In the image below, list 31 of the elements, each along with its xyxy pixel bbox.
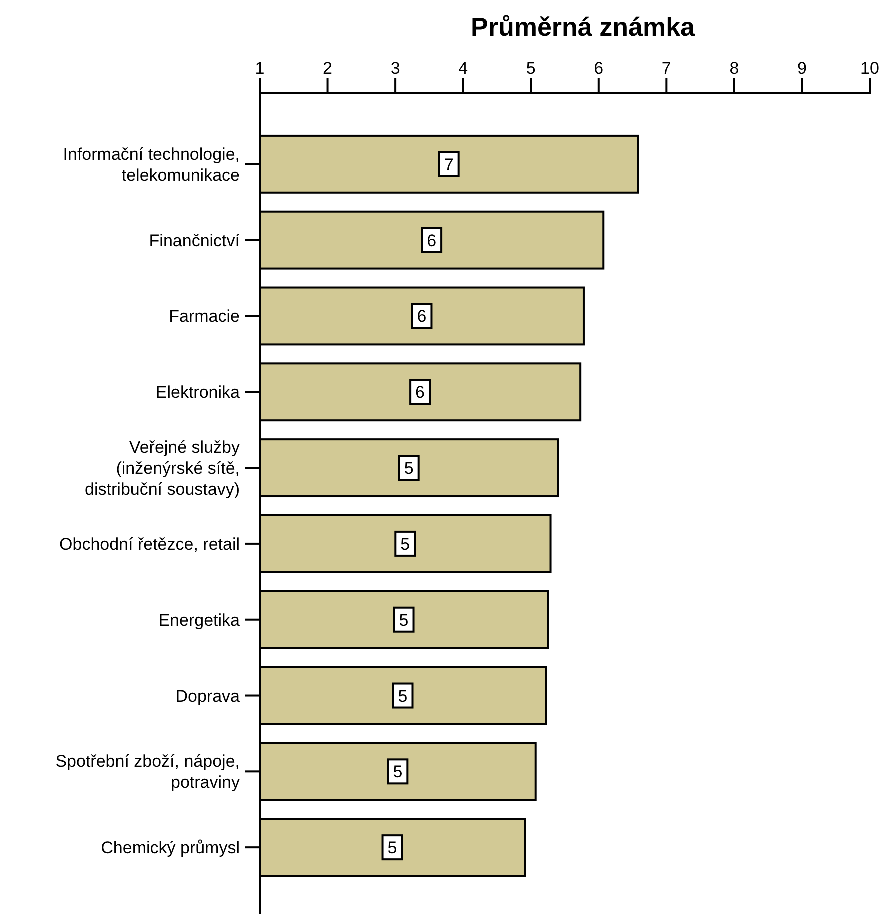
x-tick-label: 1 [255, 59, 265, 78]
x-tick-label: 3 [390, 59, 400, 78]
x-tick-label: 4 [458, 59, 468, 78]
y-tick-label: Veřejné služby (inženýrské sítě, distribuční soustavy) [85, 438, 240, 500]
y-tick-label: Elektronika [156, 383, 241, 402]
data-label: 7 [444, 155, 454, 174]
y-tick-label: Doprava [176, 686, 241, 706]
y-tick-label: Chemický průmysl [101, 838, 240, 858]
y-tick-label: Energetika [158, 610, 241, 630]
x-tick-label: 8 [730, 59, 740, 78]
data-label: 6 [416, 383, 426, 402]
x-tick-label: 10 [860, 59, 880, 78]
data-label: 5 [404, 459, 414, 478]
y-tick-label: Finančnictví [149, 231, 240, 250]
data-label: 5 [400, 534, 410, 554]
data-label: 6 [427, 231, 437, 250]
x-tick-label: 2 [323, 59, 333, 78]
y-tick-label: Informační technologie, telekomunikace [63, 144, 240, 185]
data-label: 5 [398, 686, 408, 706]
x-axis-title: Průměrná známka [471, 12, 696, 42]
x-tick-label: 6 [594, 59, 604, 78]
y-tick-label: Spotřební zboží, nápoje, potraviny [56, 752, 240, 792]
data-label: 5 [399, 610, 409, 630]
y-tick-label: Farmacie [169, 307, 240, 326]
x-tick-label: 9 [797, 59, 807, 78]
data-label: 5 [388, 838, 398, 858]
y-tick-label: Obchodní řetězce, retail [60, 534, 240, 554]
x-tick-label: 5 [526, 59, 536, 78]
x-tick-label: 7 [662, 59, 672, 78]
data-label: 5 [393, 762, 403, 782]
data-label: 6 [417, 307, 427, 326]
